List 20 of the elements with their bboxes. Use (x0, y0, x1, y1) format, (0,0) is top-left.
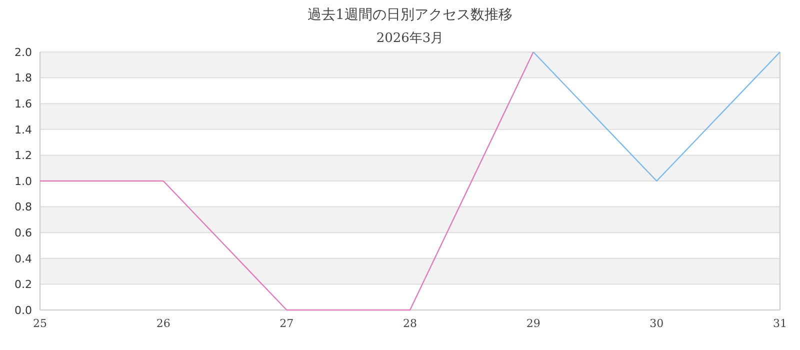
chart-title: 過去1週間の日別アクセス数推移 (308, 7, 512, 23)
x-tick-label: 25 (33, 317, 47, 330)
chart-subtitle: 2026年3月 (376, 31, 444, 46)
x-tick-label: 28 (403, 317, 417, 330)
x-tick-label: 29 (526, 317, 540, 330)
y-tick-label: 0.2 (14, 278, 32, 292)
x-tick-label: 30 (650, 317, 664, 330)
y-tick-label: 0.0 (14, 304, 32, 317)
x-tick-label: 26 (156, 317, 170, 330)
y-tick-label: 0.6 (14, 226, 32, 240)
y-tick-label: 1.4 (14, 123, 32, 136)
y-tick-label: 0.8 (14, 200, 32, 214)
y-tick-label: 1.6 (14, 97, 32, 110)
y-tick-label: 1.8 (14, 72, 32, 85)
x-tick-label: 31 (773, 317, 787, 330)
y-tick-label: 0.4 (14, 252, 32, 266)
y-tick-label: 2.0 (14, 46, 32, 59)
y-tick-label: 1.2 (14, 149, 32, 162)
x-tick-label: 27 (280, 317, 294, 330)
y-tick-label: 1.0 (14, 174, 32, 188)
